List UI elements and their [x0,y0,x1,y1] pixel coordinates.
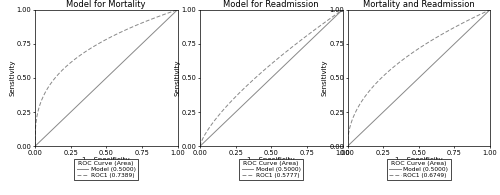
Title: Model for Composite outcome of
Mortality and Readmission: Model for Composite outcome of Mortality… [350,0,488,9]
Legend: Model (0.5000), ROC1 (0.5777): Model (0.5000), ROC1 (0.5777) [240,159,303,180]
Legend: Model (0.5000), ROC1 (0.7389): Model (0.5000), ROC1 (0.7389) [74,159,138,180]
Title: Model for Mortality: Model for Mortality [66,0,146,9]
Y-axis label: Sensitivity: Sensitivity [174,60,180,96]
X-axis label: 1 - Specificity: 1 - Specificity [82,157,130,163]
Y-axis label: Sensitivity: Sensitivity [10,60,16,96]
Legend: Model (0.5000), ROC1 (0.6749): Model (0.5000), ROC1 (0.6749) [387,159,450,180]
Title: Model for Readmission: Model for Readmission [224,0,319,9]
X-axis label: 1 - Specificity: 1 - Specificity [395,157,442,163]
Y-axis label: Sensitivity: Sensitivity [322,60,328,96]
X-axis label: 1 - Specificity: 1 - Specificity [248,157,295,163]
